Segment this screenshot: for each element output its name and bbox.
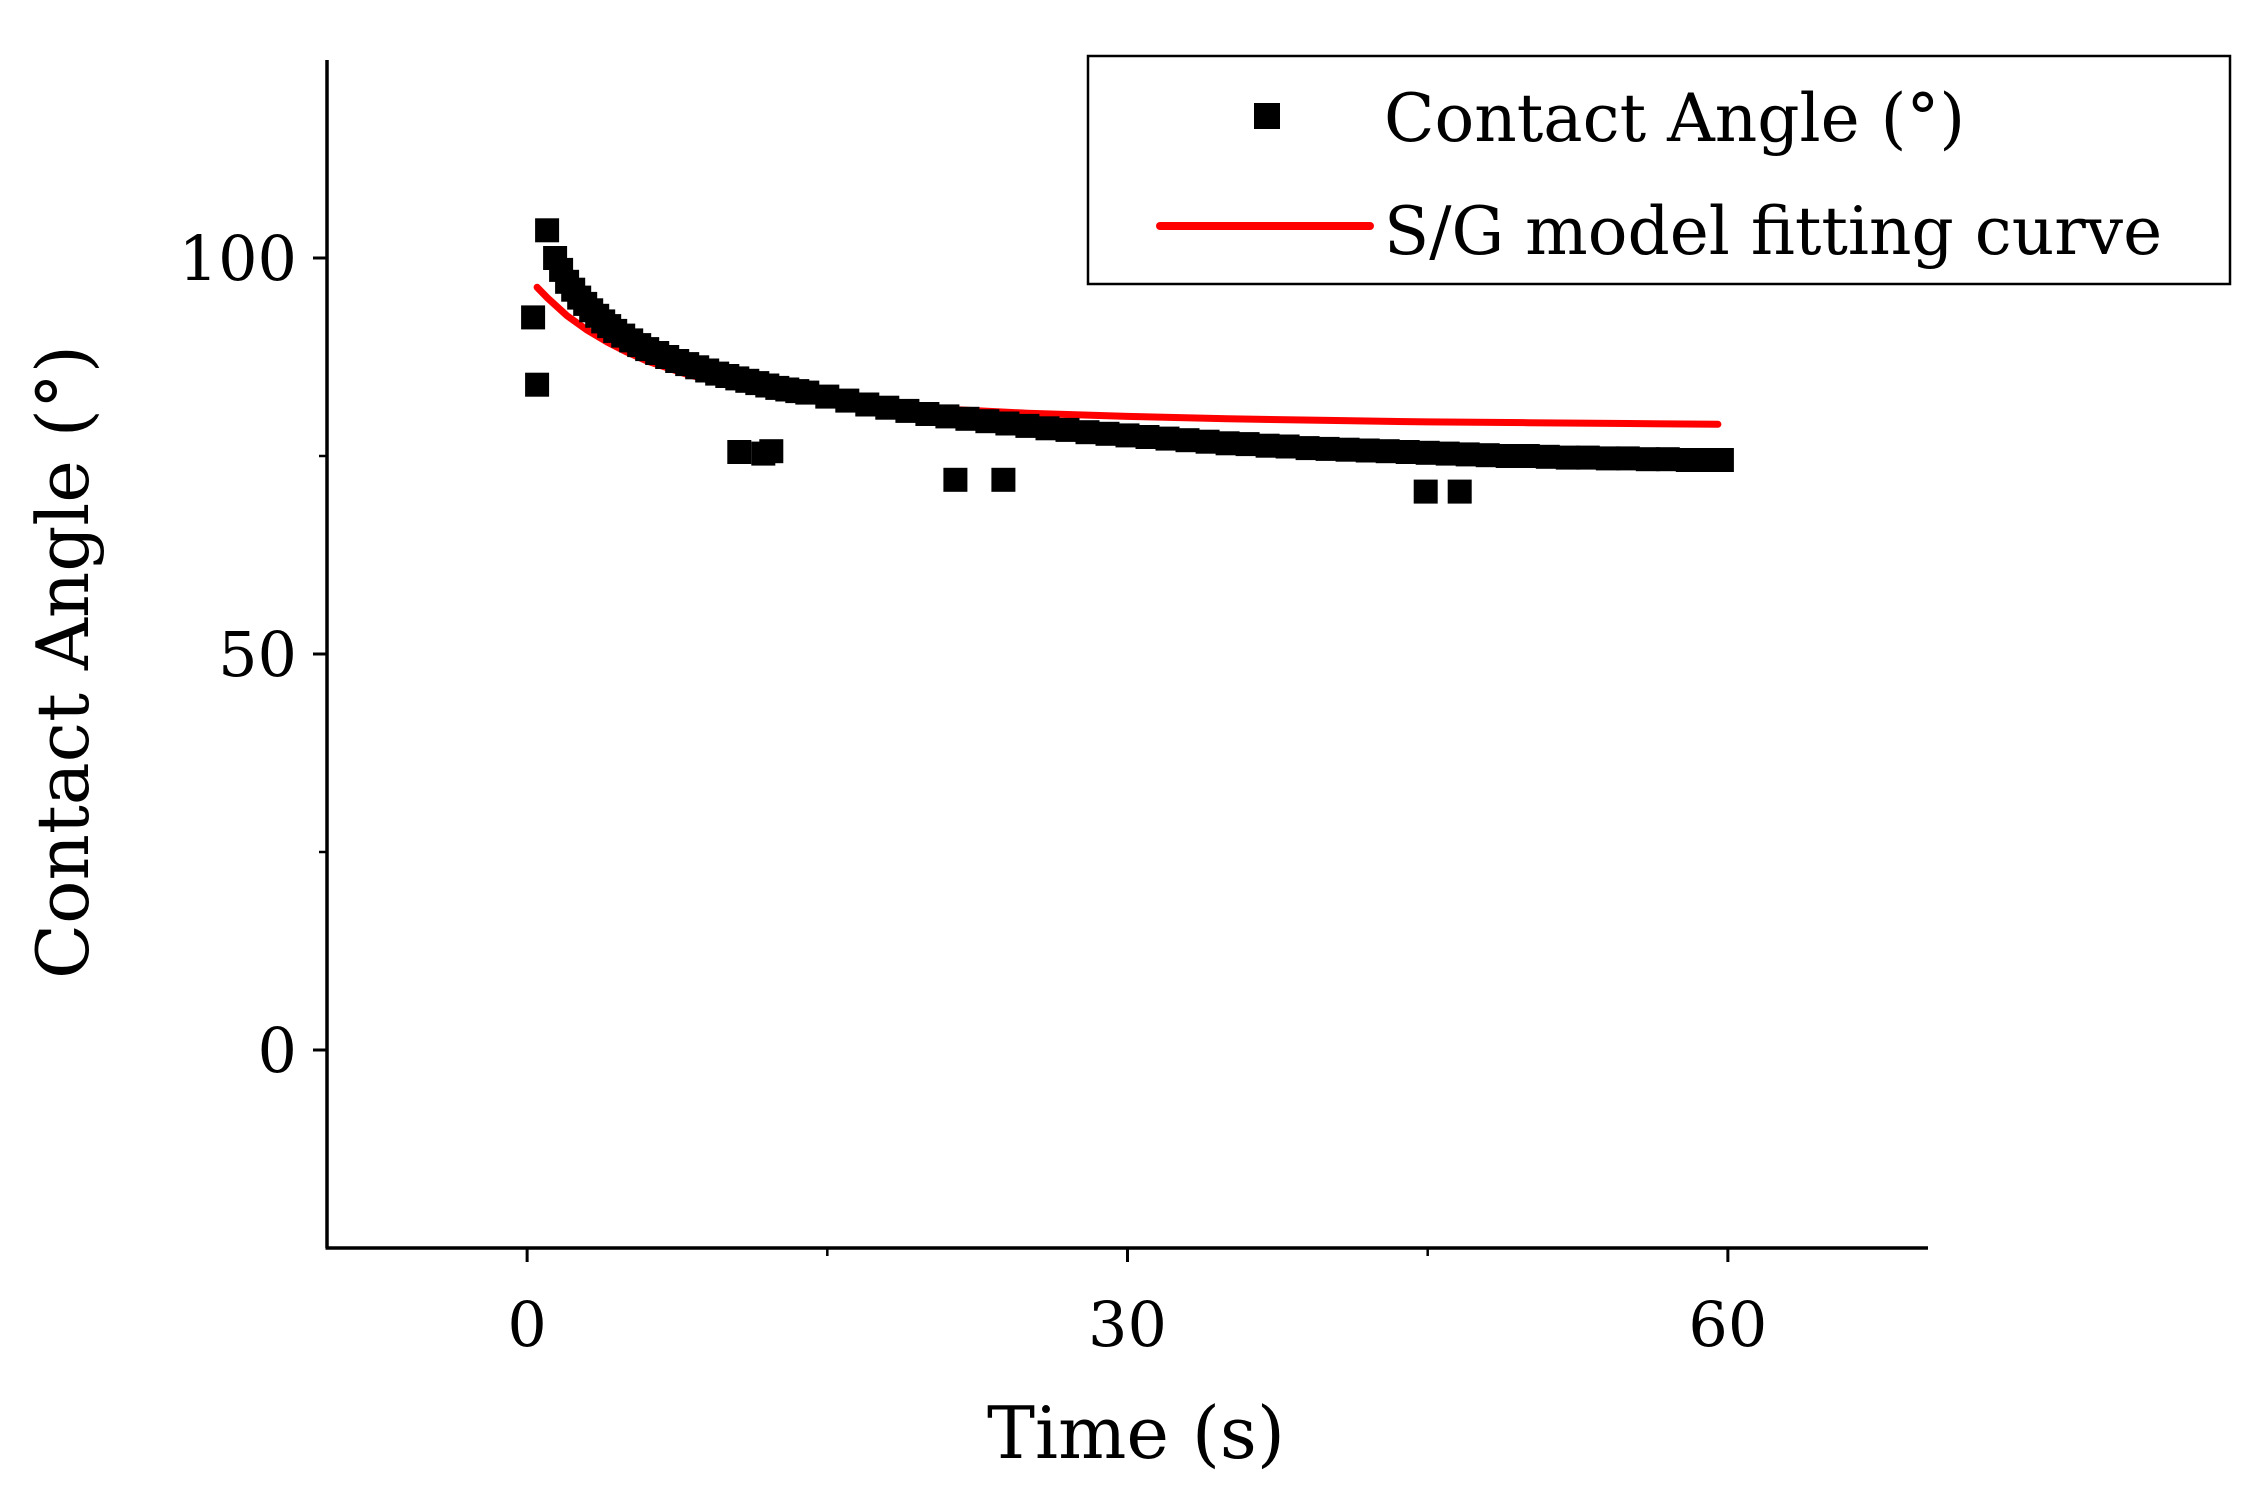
y-tick-label: 100	[179, 222, 297, 295]
data-point	[727, 440, 752, 464]
data-point	[875, 395, 900, 420]
x-axis-title: Time (s)	[987, 1391, 1285, 1475]
legend-label-fitting-curve: S/G model fitting curve	[1384, 193, 2162, 270]
data-point	[759, 439, 784, 464]
x-tick-label: 60	[1688, 1288, 1767, 1361]
data-point	[943, 467, 968, 492]
legend-box	[1086, 54, 2232, 286]
legend-marker-square	[1254, 103, 1280, 129]
contact-angle-series	[521, 218, 1734, 504]
data-point	[991, 467, 1016, 492]
legend-label-contact-angle: Contact Angle (°)	[1384, 80, 1965, 157]
legend: Contact Angle (°) S/G model fitting curv…	[1086, 54, 2232, 286]
y-tick-label: 50	[218, 618, 297, 691]
data-point	[1413, 479, 1438, 504]
data-point	[1495, 444, 1520, 468]
data-point	[521, 305, 546, 330]
tick-marks	[313, 256, 1730, 1262]
data-point	[1175, 428, 1200, 453]
tick-labels: 0 50 100 0 30 60	[179, 222, 1768, 1361]
x-tick-label: 0	[507, 1288, 546, 1361]
data-point	[535, 218, 560, 243]
y-tick-label: 0	[258, 1014, 297, 1087]
data-point	[525, 372, 550, 397]
y-axis-title: Contact Angle (°)	[21, 345, 105, 979]
data-point	[1015, 413, 1040, 438]
data-point	[1675, 448, 1700, 472]
x-tick-label: 30	[1088, 1288, 1167, 1361]
data-point	[1335, 437, 1360, 462]
data-point	[1709, 448, 1734, 472]
data-point	[1447, 479, 1472, 504]
